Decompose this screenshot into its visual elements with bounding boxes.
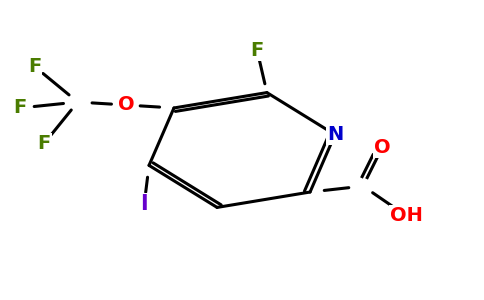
Text: I: I <box>140 194 148 214</box>
Text: F: F <box>251 41 264 61</box>
Text: O: O <box>118 95 134 115</box>
Text: N: N <box>327 125 343 144</box>
Text: F: F <box>14 98 27 118</box>
Text: F: F <box>28 57 41 76</box>
Text: F: F <box>37 134 51 153</box>
Text: O: O <box>374 138 391 157</box>
Text: OH: OH <box>390 206 423 225</box>
